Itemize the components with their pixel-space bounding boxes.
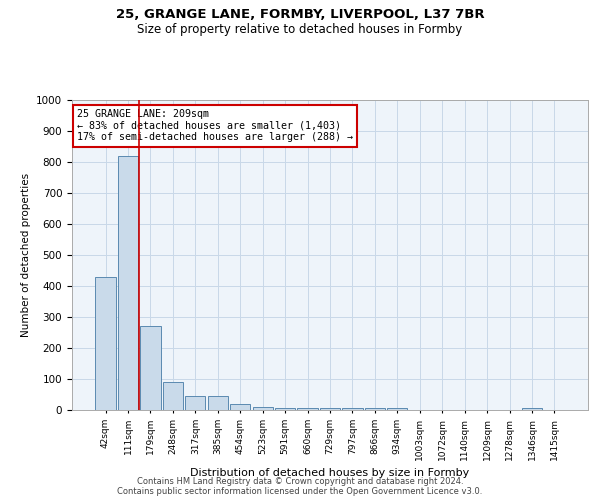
Bar: [365, 408, 385, 410]
Bar: [230, 404, 250, 410]
Bar: [95, 276, 116, 410]
Text: Contains HM Land Registry data © Crown copyright and database right 2024.: Contains HM Land Registry data © Crown c…: [137, 477, 463, 486]
Bar: [118, 156, 138, 410]
Text: Contains public sector information licensed under the Open Government Licence v3: Contains public sector information licen…: [118, 487, 482, 496]
Bar: [522, 408, 542, 410]
X-axis label: Distribution of detached houses by size in Formby: Distribution of detached houses by size …: [190, 468, 470, 478]
Bar: [343, 408, 362, 410]
Bar: [140, 326, 161, 410]
Text: 25 GRANGE LANE: 209sqm
← 83% of detached houses are smaller (1,403)
17% of semi-: 25 GRANGE LANE: 209sqm ← 83% of detached…: [77, 110, 353, 142]
Bar: [163, 382, 183, 410]
Y-axis label: Number of detached properties: Number of detached properties: [20, 173, 31, 337]
Bar: [185, 396, 205, 410]
Text: Size of property relative to detached houses in Formby: Size of property relative to detached ho…: [137, 22, 463, 36]
Bar: [387, 408, 407, 410]
Bar: [275, 408, 295, 410]
Bar: [320, 408, 340, 410]
Bar: [253, 407, 273, 410]
Text: 25, GRANGE LANE, FORMBY, LIVERPOOL, L37 7BR: 25, GRANGE LANE, FORMBY, LIVERPOOL, L37 …: [116, 8, 484, 20]
Bar: [298, 408, 317, 410]
Bar: [208, 396, 228, 410]
